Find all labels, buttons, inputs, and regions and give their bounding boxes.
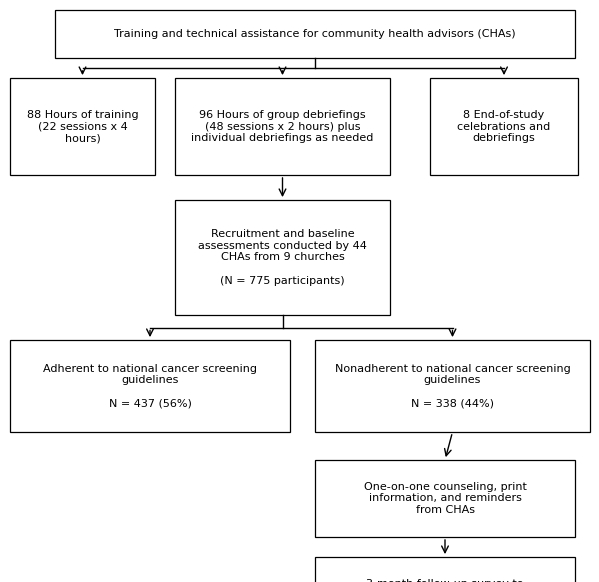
Text: Adherent to national cancer screening
guidelines

N = 437 (56%): Adherent to national cancer screening gu…: [43, 364, 257, 409]
Bar: [175, 78, 390, 175]
Text: Recruitment and baseline
assessments conducted by 44
CHAs from 9 churches

(N = : Recruitment and baseline assessments con…: [198, 229, 367, 286]
Text: Nonadherent to national cancer screening
guidelines

N = 338 (44%): Nonadherent to national cancer screening…: [335, 364, 570, 409]
Text: 8 End-of-study
celebrations and
debriefings: 8 End-of-study celebrations and debriefi…: [458, 110, 550, 143]
Bar: [315, 460, 575, 537]
Text: 3-month follow-up survey to
assess screening status

N = 253 (75% retention): 3-month follow-up survey to assess scree…: [366, 579, 524, 582]
Bar: [430, 78, 578, 175]
Bar: [10, 78, 155, 175]
Bar: [175, 200, 390, 315]
Bar: [315, 340, 590, 432]
Text: Training and technical assistance for community health advisors (CHAs): Training and technical assistance for co…: [114, 29, 516, 39]
Text: 96 Hours of group debriefings
(48 sessions x 2 hours) plus
individual debriefing: 96 Hours of group debriefings (48 sessio…: [191, 110, 374, 143]
Text: 88 Hours of training
(22 sessions x 4
hours): 88 Hours of training (22 sessions x 4 ho…: [27, 110, 138, 143]
Text: One-on-one counseling, print
information, and reminders
from CHAs: One-on-one counseling, print information…: [364, 482, 527, 515]
Bar: [10, 340, 290, 432]
Bar: [55, 10, 575, 58]
Bar: [315, 557, 575, 582]
